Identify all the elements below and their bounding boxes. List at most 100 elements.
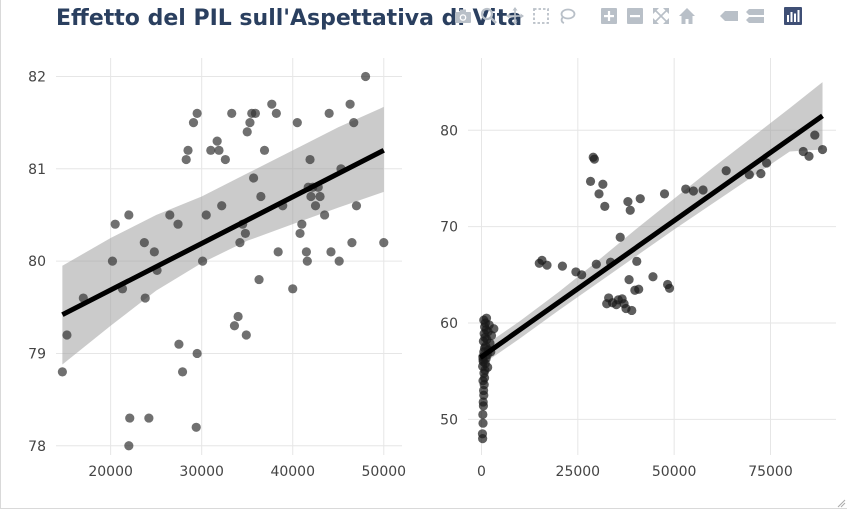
data-point[interactable]: [192, 108, 202, 118]
data-point[interactable]: [288, 284, 298, 294]
data-point[interactable]: [177, 367, 188, 377]
data-point[interactable]: [212, 136, 222, 146]
data-point[interactable]: [817, 144, 828, 155]
data-point[interactable]: [149, 247, 159, 257]
data-point[interactable]: [173, 219, 183, 229]
data-point[interactable]: [379, 238, 389, 248]
data-point[interactable]: [206, 145, 216, 155]
data-point[interactable]: [632, 256, 642, 266]
zoom-icon[interactable]: [478, 5, 500, 27]
data-point[interactable]: [140, 293, 150, 303]
zoom-in-icon[interactable]: [598, 5, 620, 27]
data-point[interactable]: [220, 154, 230, 165]
data-point[interactable]: [349, 118, 359, 128]
data-point[interactable]: [201, 210, 211, 220]
data-point[interactable]: [698, 185, 708, 195]
data-point[interactable]: [214, 145, 224, 155]
compare-hover-icon[interactable]: [744, 5, 766, 27]
data-point[interactable]: [762, 158, 772, 168]
data-point[interactable]: [688, 186, 699, 196]
data-point[interactable]: [589, 154, 599, 164]
data-point[interactable]: [245, 118, 255, 128]
data-point[interactable]: [591, 259, 601, 269]
data-point[interactable]: [478, 418, 488, 428]
data-point[interactable]: [240, 228, 250, 239]
data-point[interactable]: [345, 99, 355, 109]
data-point[interactable]: [478, 397, 488, 407]
data-point[interactable]: [57, 367, 67, 377]
data-point[interactable]: [627, 305, 637, 316]
data-point[interactable]: [664, 283, 675, 293]
data-point[interactable]: [107, 256, 118, 266]
data-point[interactable]: [804, 151, 814, 161]
data-point[interactable]: [183, 145, 193, 155]
data-point[interactable]: [301, 247, 311, 257]
data-point[interactable]: [600, 201, 610, 211]
data-point[interactable]: [192, 348, 202, 359]
data-point[interactable]: [292, 118, 302, 128]
data-point[interactable]: [271, 108, 281, 118]
data-point[interactable]: [324, 108, 334, 118]
data-point[interactable]: [334, 256, 344, 266]
data-point[interactable]: [197, 256, 208, 266]
data-point[interactable]: [326, 247, 336, 257]
data-point[interactable]: [273, 247, 283, 257]
plotly-logo-icon[interactable]: [782, 5, 804, 27]
zoom-out-icon[interactable]: [624, 5, 646, 27]
data-point[interactable]: [254, 274, 264, 285]
data-point[interactable]: [165, 210, 175, 220]
data-point[interactable]: [624, 275, 634, 285]
data-point[interactable]: [174, 339, 184, 349]
data-point[interactable]: [615, 232, 625, 242]
home-icon[interactable]: [676, 5, 698, 27]
lasso-select-icon[interactable]: [556, 5, 578, 27]
data-point[interactable]: [623, 196, 633, 207]
data-point[interactable]: [295, 228, 305, 239]
data-point[interactable]: [217, 201, 227, 211]
data-point[interactable]: [360, 71, 371, 82]
data-point[interactable]: [721, 166, 731, 176]
pan-icon[interactable]: [504, 5, 526, 27]
data-point[interactable]: [124, 441, 134, 451]
data-point[interactable]: [315, 191, 325, 202]
data-point[interactable]: [306, 191, 316, 202]
data-point[interactable]: [659, 189, 670, 199]
data-point[interactable]: [125, 413, 135, 423]
data-point[interactable]: [585, 176, 596, 186]
data-point[interactable]: [248, 173, 259, 183]
data-point[interactable]: [259, 145, 270, 155]
data-point[interactable]: [305, 154, 315, 165]
data-point[interactable]: [810, 130, 820, 140]
data-point[interactable]: [267, 99, 277, 109]
box-select-icon[interactable]: [530, 5, 552, 27]
data-point[interactable]: [229, 321, 240, 331]
data-point[interactable]: [635, 194, 645, 204]
data-point[interactable]: [242, 127, 252, 137]
data-point[interactable]: [481, 313, 492, 323]
camera-icon[interactable]: [452, 5, 474, 27]
data-point[interactable]: [124, 210, 134, 220]
data-point[interactable]: [347, 238, 357, 248]
data-point[interactable]: [625, 205, 635, 215]
data-point[interactable]: [351, 201, 362, 211]
data-point[interactable]: [191, 422, 201, 432]
data-point[interactable]: [744, 169, 754, 180]
data-point[interactable]: [302, 256, 312, 266]
data-point[interactable]: [634, 284, 644, 294]
data-point[interactable]: [477, 429, 488, 439]
data-point[interactable]: [594, 189, 604, 199]
data-point[interactable]: [542, 260, 552, 270]
data-point[interactable]: [144, 413, 154, 423]
data-point[interactable]: [297, 219, 307, 229]
data-point[interactable]: [241, 330, 251, 340]
data-point[interactable]: [577, 270, 587, 280]
data-point[interactable]: [256, 191, 266, 202]
data-point[interactable]: [235, 238, 245, 248]
data-point[interactable]: [598, 179, 608, 189]
data-point[interactable]: [483, 362, 493, 372]
spike-lines-icon[interactable]: [718, 5, 740, 27]
data-point[interactable]: [681, 184, 691, 194]
data-point[interactable]: [310, 201, 321, 211]
data-point[interactable]: [557, 261, 568, 271]
